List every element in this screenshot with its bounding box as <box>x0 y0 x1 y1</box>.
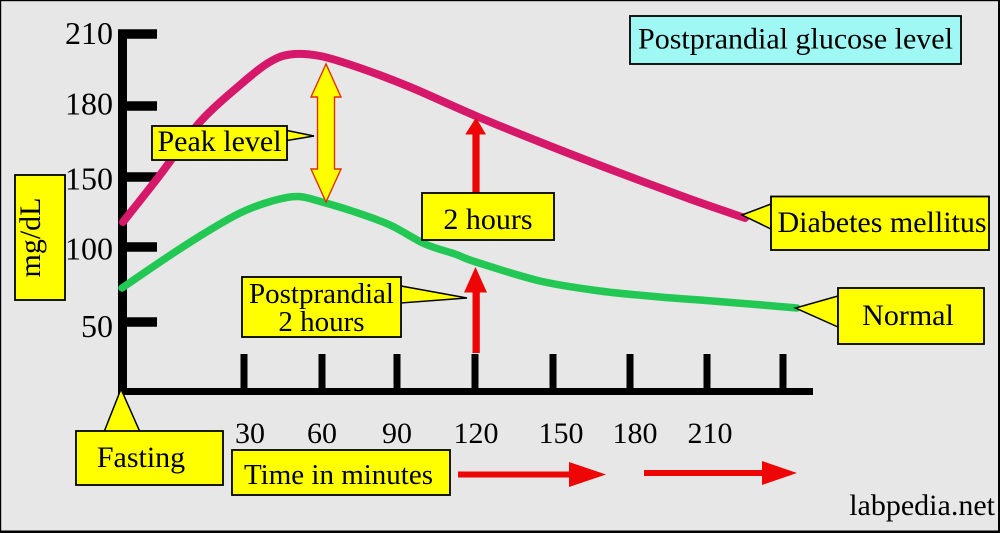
svg-text:Fasting: Fasting <box>97 441 185 474</box>
svg-text:60: 60 <box>307 417 337 450</box>
svg-text:mg/dL: mg/dL <box>14 198 47 278</box>
svg-text:150: 150 <box>539 417 584 450</box>
svg-text:180: 180 <box>613 417 658 450</box>
svg-text:150: 150 <box>65 161 113 197</box>
svg-text:100: 100 <box>65 231 113 267</box>
svg-text:Normal: Normal <box>862 299 954 332</box>
svg-text:120: 120 <box>454 417 499 450</box>
svg-text:90: 90 <box>382 417 412 450</box>
svg-text:labpedia.net: labpedia.net <box>849 489 995 522</box>
svg-text:30: 30 <box>235 417 265 450</box>
svg-text:Peak level: Peak level <box>157 125 281 158</box>
svg-text:210: 210 <box>65 15 113 51</box>
svg-text:50: 50 <box>81 308 113 344</box>
svg-text:2 hours: 2 hours <box>278 306 364 338</box>
svg-text:Diabetes mellitus: Diabetes mellitus <box>777 206 986 239</box>
svg-text:210: 210 <box>688 417 733 450</box>
svg-text:Postprandial: Postprandial <box>249 278 394 310</box>
svg-text:Postprandial glucose level: Postprandial glucose level <box>638 23 953 56</box>
svg-text:2 hours: 2 hours <box>443 203 532 236</box>
svg-text:Time in minutes: Time in minutes <box>244 459 433 491</box>
svg-text:180: 180 <box>65 86 113 122</box>
